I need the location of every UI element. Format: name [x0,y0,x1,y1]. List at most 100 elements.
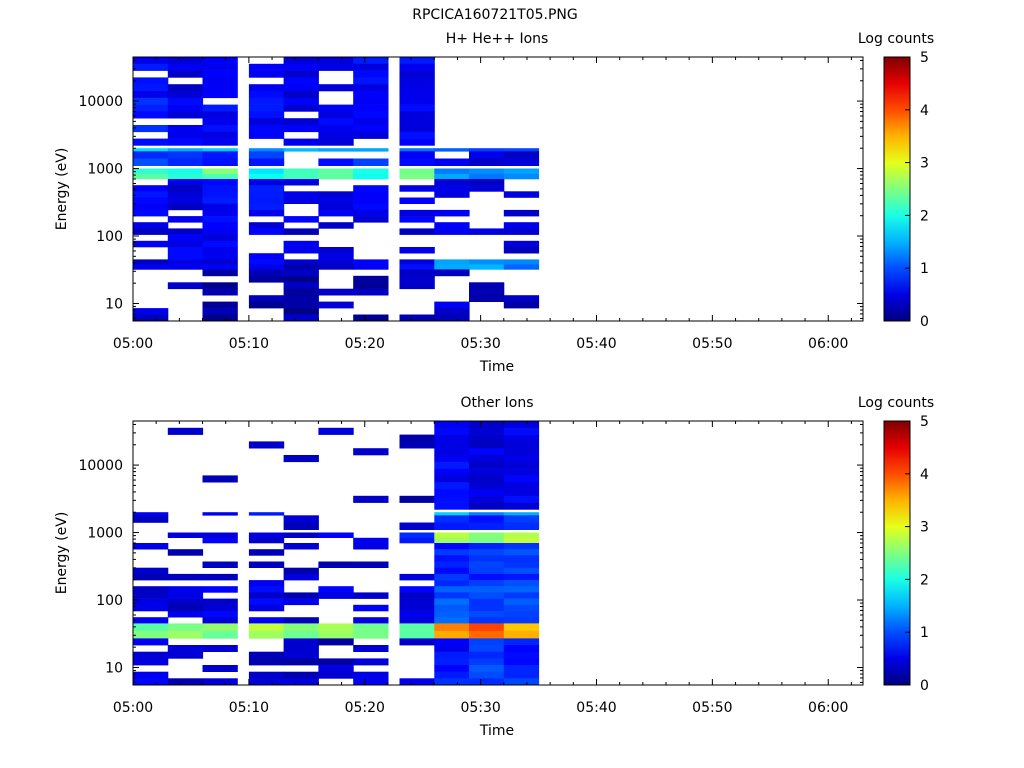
heatmap-cell [503,455,540,463]
heatmap-cell [318,623,354,632]
heatmap-cell [133,573,169,581]
heatmap-cell [133,148,169,152]
heatmap-cell [469,168,505,174]
heatmap-cell [399,185,435,192]
x-tick-label: 05:40 [576,700,616,716]
heatmap-cell [248,228,285,235]
heatmap-cell [133,97,169,105]
heatmap-cell [283,77,319,85]
heatmap-cell [167,168,204,174]
heatmap-cell [353,537,389,544]
heatmap-cell [202,228,238,235]
heatmap-cell [318,253,354,260]
heatmap-cell [503,209,540,217]
heatmap-cell [167,573,204,581]
heatmap-cell [248,259,285,265]
heatmap-cell [503,482,540,490]
heatmap-cell [133,567,169,575]
heatmap-cell [283,288,319,296]
heatmap-cell [202,131,238,139]
heatmap-cell [283,638,319,646]
heatmap-cell [248,253,285,260]
heatmap-cell [283,264,319,270]
heatmap-cell [133,104,169,112]
heatmap-cell [469,537,505,544]
heatmap-cell [399,111,435,119]
heatmap-cell [399,118,435,126]
heatmap-cell [469,532,505,538]
heatmap-cell [399,84,435,92]
heatmap-cell [434,421,470,429]
heatmap-cell [503,191,540,198]
heatmap-cell [353,148,389,152]
panel-title: H+ He++ Ions [446,31,549,47]
heatmap-cell [248,651,285,659]
heatmap-cell [133,630,169,639]
heatmap-cell [167,651,204,659]
heatmap-cell [503,598,540,606]
heatmap-cell [503,512,540,516]
heatmap-cell [318,264,354,270]
heatmap-cell [133,671,169,679]
x-tick-label: 06:00 [808,700,848,716]
heatmap-cell [353,63,389,71]
colorbar-label: Log counts [858,395,934,411]
heatmap-cell [202,168,238,174]
heatmap-cell [434,269,470,277]
heatmap-cell [167,191,204,198]
heatmap-cell [434,185,470,192]
heatmap-cell [248,209,285,217]
heatmap-cell [399,264,435,270]
heatmap-cell [353,592,389,599]
heatmap-cell [503,240,540,248]
heatmap-cell [318,104,354,112]
x-axis-label: Time [479,359,514,375]
heatmap-cell [353,91,389,99]
heatmap-cell [283,269,319,277]
heatmap-cell [434,543,470,550]
heatmap-cell [503,264,540,270]
heatmap-cell [353,104,389,112]
heatmap-cell [283,259,319,265]
panel-other-ions: Other Ions Log counts Time Energy (eV) 1… [54,395,934,739]
heatmap-cell [167,57,204,65]
heatmap-cell [434,638,470,646]
heatmap-cell [133,222,169,229]
heatmap-cell [503,515,540,523]
heatmap-cell [133,592,169,599]
heatmap-cell [318,288,354,296]
heatmap-cell [167,148,204,152]
heatmap-cell [469,561,505,568]
heatmap-cell [399,138,435,146]
heatmap-cell [202,118,238,126]
heatmap-cell [202,630,238,639]
heatmap-cell [202,185,238,192]
heatmap-cell [503,448,540,456]
heatmap-cell [399,623,435,632]
heatmap-cell [399,314,435,322]
heatmap-cell [503,421,540,429]
heatmap-cell [133,314,169,322]
heatmap-cell [248,151,285,159]
heatmap-cell [202,191,238,198]
heatmap-cell [283,301,319,309]
heatmap-cell [202,222,238,229]
heatmap-cell [434,573,470,581]
heatmap-cell [434,448,470,456]
heatmap-cell [202,561,238,568]
heatmap-cell [399,495,435,503]
heatmap-cell [353,185,389,192]
heatmap-cell [434,592,470,599]
heatmap-cell [133,598,169,606]
heatmap-cell [202,611,238,618]
heatmap-cell [469,148,505,152]
heatmap-cell [318,197,354,204]
heatmap-cell [353,275,389,283]
heatmap-cell [469,455,505,463]
heatmap-cell [248,168,285,174]
heatmap-cell [167,678,204,686]
heatmap-cell [434,555,470,562]
heatmap-cell [503,567,540,575]
heatmap-cell [133,84,169,92]
heatmap-cell [318,191,354,198]
